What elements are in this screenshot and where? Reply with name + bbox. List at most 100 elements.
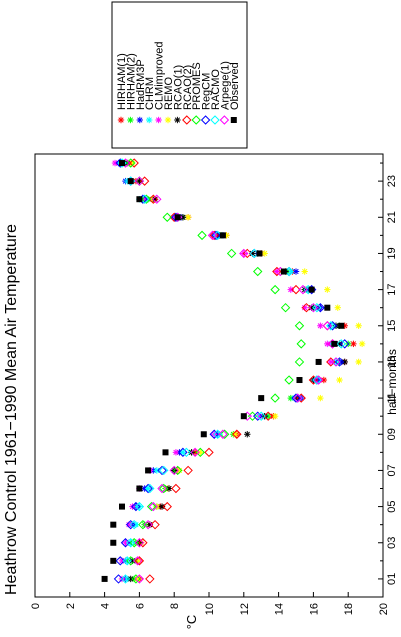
legend-marker-regcm [200,115,211,125]
data-point-promes [270,284,280,295]
data-point-promes [197,230,207,241]
data-point-promes [280,302,291,313]
data-point-rcao-2 [204,447,214,458]
data-point-clmimproved [317,322,324,329]
data-point-promes [131,574,141,584]
data-point-racmo [181,447,192,458]
data-point-rcao-2 [171,483,181,494]
data-point-regcm [291,393,301,403]
data-point-observed [127,178,134,185]
data-point-regcm [131,501,141,512]
data-point-observed [219,232,226,239]
data-point-promes [172,465,183,476]
data-point-arpege-1 [293,393,303,403]
data-point-observed [119,160,125,167]
data-point-rcao-2 [148,194,159,204]
data-point-clmimproved [327,358,334,366]
data-point-clmimproved [324,340,331,348]
temperature-tick-label: 14 [274,603,286,615]
data-point-promes [141,194,152,204]
data-point-rcao-2 [242,248,252,259]
legend-label-hirham-2: HIRHAM(2) [125,53,137,110]
data-point-promes [253,266,263,277]
data-point-arpege-1 [134,176,145,186]
data-point-rcao-2 [150,519,160,530]
data-point-regcm [211,230,221,241]
data-point-regcm [315,302,326,313]
data-point-remo [355,358,362,366]
data-point-remo [261,250,268,257]
data-point-arpege-1 [207,230,218,241]
x-axis-label: half−months [385,349,399,415]
data-point-observed [315,358,322,365]
data-point-observed [136,196,143,203]
data-point-rcao-2 [138,538,148,548]
plot-frame [34,153,384,598]
data-point-arpege-1 [143,519,153,530]
data-point-arpege-1 [331,357,341,367]
data-point-rcao-2 [162,501,172,512]
half-month-tick-label: 03 [386,537,398,549]
legend-label-rcao-1: RCAO(1) [172,65,184,110]
data-point-arpege-1 [148,501,159,512]
temperature-tick-label: 16 [308,603,320,615]
half-month-tick-label: 09 [386,428,398,440]
data-point-racmo [326,321,336,331]
legend-marker-rcao-1 [174,116,181,124]
data-point-racmo [256,411,266,421]
data-point-regcm [178,447,188,458]
half-month-tick-label: 15 [386,320,398,332]
data-point-remo [197,449,204,456]
legend-label-promes: PROMES [191,62,203,110]
legend-marker-racmo [210,115,220,125]
half-month-tick-label: 19 [386,247,398,259]
data-point-arpege-1 [308,302,319,313]
chart-title: Heathrow Control 1961−1990 Mean Air Temp… [3,224,20,595]
data-point-observed [162,449,169,456]
data-point-remo [358,340,366,348]
data-point-arpege-1 [152,194,162,204]
data-point-observed [101,575,108,582]
data-point-regcm [113,574,124,584]
legend: HIRHAM(1)HIRHAM(2)HadRM3PCHRMCLMimproved… [111,1,248,149]
legend-marker-remo [164,116,172,124]
data-point-clmimproved [172,449,180,456]
legend-marker-promes [191,115,201,125]
data-point-observed [338,322,345,329]
data-point-racmo [120,574,131,584]
data-point-regcm [115,556,125,566]
data-point-arpege-1 [134,574,145,584]
legend-marker-arpege-1 [219,115,230,125]
data-point-remo [324,286,331,293]
data-point-rcao-1 [158,503,166,510]
data-point-arpege-1 [313,375,324,385]
data-point-racmo [312,375,322,385]
data-point-rcao-1 [165,485,173,492]
data-point-observed [145,467,152,474]
data-point-rcao-2 [145,574,155,584]
legend-marker-chrm [146,116,153,124]
legend-marker-hirham-2 [127,116,134,124]
data-point-remo [336,376,343,384]
data-point-observed [110,521,117,528]
data-point-rcao-2 [301,302,312,313]
data-point-rcao-1 [136,177,143,185]
data-point-promes [146,501,157,512]
data-point-racmo [312,302,322,313]
data-point-rcao-1 [244,431,251,438]
data-point-clmimproved [287,286,294,293]
data-point-promes [125,556,136,566]
data-point-rcao-2 [209,230,219,241]
data-point-observed [110,539,117,546]
data-point-observed [280,268,287,275]
data-point-observed [331,340,338,347]
legend-marker-rcao-2 [182,115,192,125]
legend-marker-hadrm3p [136,116,143,124]
legend-marker-hirham-1 [117,116,125,124]
temperature-tick-label: 6 [134,603,146,609]
data-point-racmo [145,483,155,494]
y-axis-label: °C [184,615,199,630]
data-point-regcm [157,465,167,476]
temperature-tick-label: 20 [378,603,390,615]
